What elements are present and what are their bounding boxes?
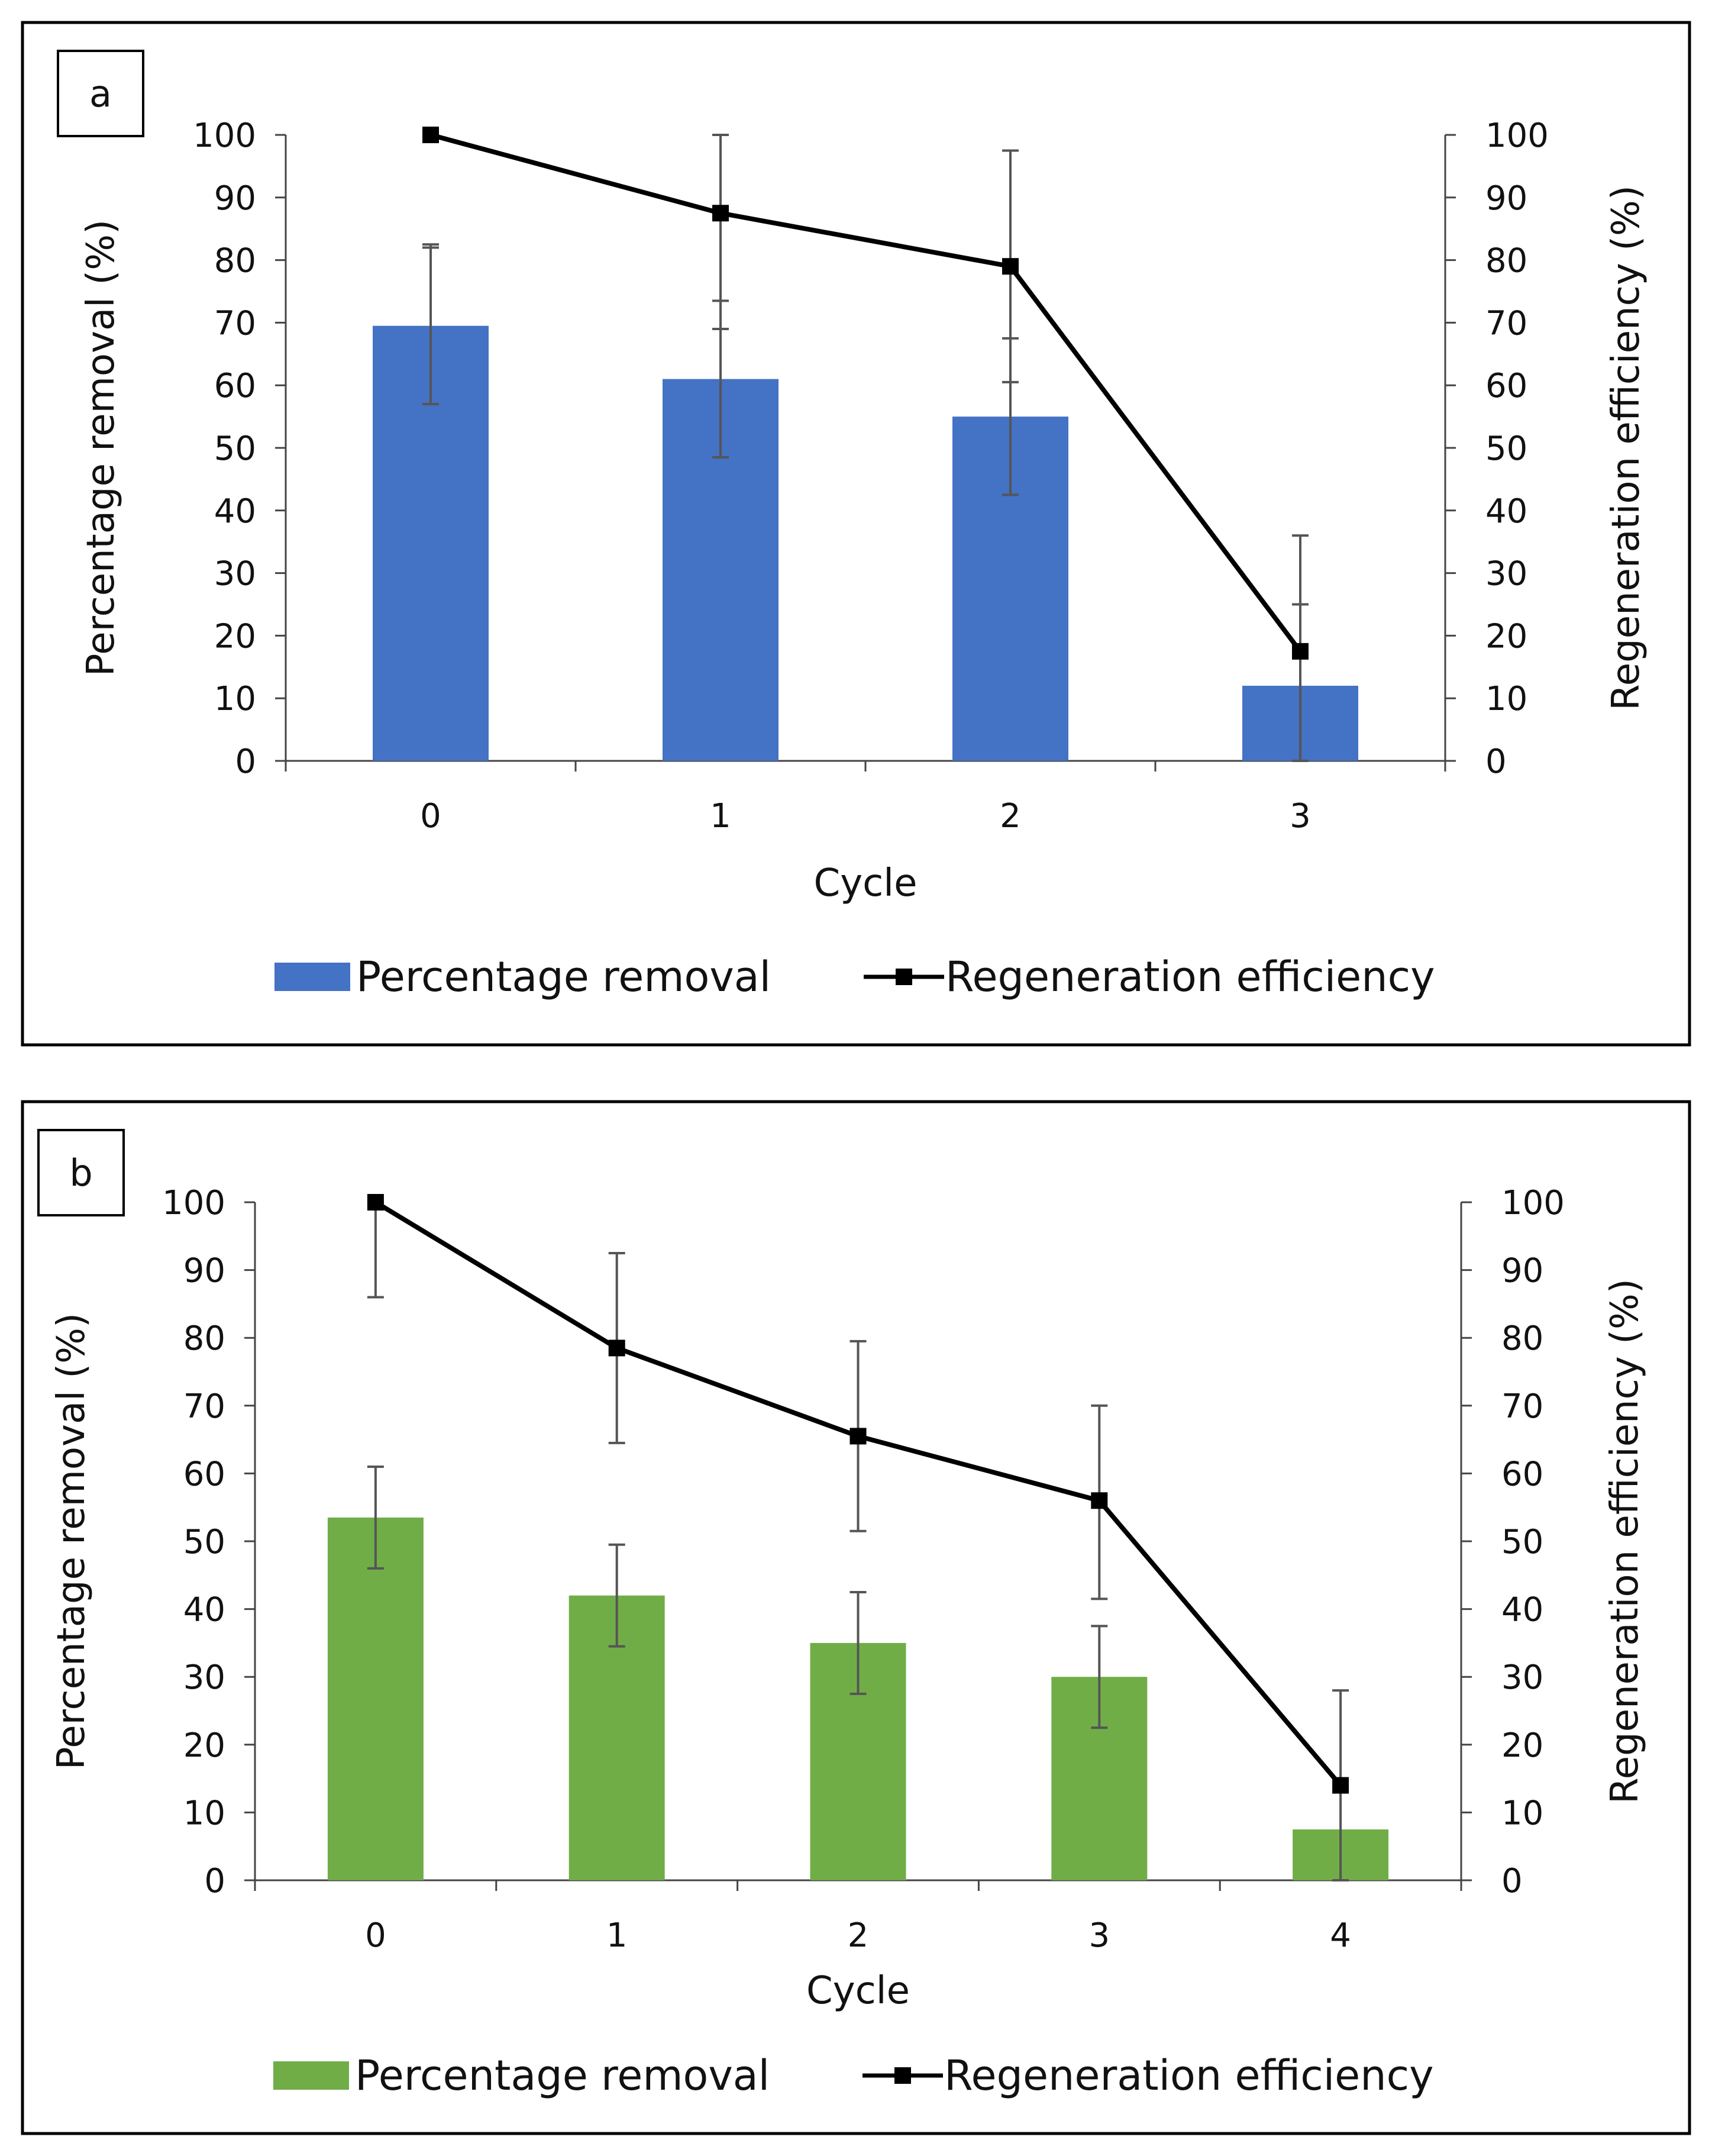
marker-regeneration-efficiency bbox=[1091, 1492, 1108, 1509]
y-tick-label-left: 100 bbox=[193, 117, 256, 155]
x-tick-label: 0 bbox=[365, 1916, 386, 1955]
y-tick-label-right: 100 bbox=[1485, 117, 1549, 155]
legend-label-percentage-removal: Percentage removal bbox=[356, 953, 771, 1001]
x-tick-label: 4 bbox=[1330, 1916, 1351, 1955]
x-tick-label: 1 bbox=[710, 797, 731, 835]
y-tick-label-right: 30 bbox=[1485, 555, 1527, 593]
y-tick-label-left: 30 bbox=[183, 1658, 225, 1697]
y-tick-label-left: 10 bbox=[214, 680, 256, 718]
marker-regeneration-efficiency bbox=[367, 1194, 384, 1211]
y-tick-label-left: 70 bbox=[183, 1387, 225, 1426]
y-tick-label-right: 60 bbox=[1485, 367, 1527, 405]
y-tick-label-right: 50 bbox=[1485, 430, 1527, 468]
y-tick-label-right: 70 bbox=[1501, 1387, 1543, 1426]
legend-label-regeneration-efficiency: Regeneration efficiency bbox=[944, 2051, 1434, 2100]
y-tick-label-right: 80 bbox=[1501, 1319, 1543, 1358]
y-tick-label-right: 50 bbox=[1501, 1523, 1543, 1561]
legend-swatch-percentage-removal bbox=[273, 2061, 349, 2090]
y-tick-label-right: 10 bbox=[1501, 1794, 1543, 1832]
y-tick-label-left: 60 bbox=[214, 367, 256, 405]
panel-label-box bbox=[57, 50, 144, 137]
marker-regeneration-efficiency bbox=[608, 1340, 625, 1357]
y-axis-title-right: Regeneration efficiency (%) bbox=[1604, 185, 1648, 711]
y-tick-label-left: 100 bbox=[162, 1184, 225, 1222]
y-tick-label-left: 0 bbox=[235, 743, 256, 781]
y-tick-label-right: 90 bbox=[1485, 179, 1527, 218]
panel-label: a bbox=[89, 72, 112, 115]
y-tick-label-left: 60 bbox=[183, 1455, 225, 1493]
panel-label: b bbox=[69, 1151, 92, 1195]
y-axis-title-right: Regeneration efficiency (%) bbox=[1603, 1279, 1647, 1804]
marker-regeneration-efficiency bbox=[422, 127, 439, 143]
panel-frame bbox=[21, 21, 1691, 1047]
y-tick-label-left: 40 bbox=[214, 492, 256, 531]
y-tick-label-left: 20 bbox=[214, 617, 256, 656]
y-tick-label-left: 50 bbox=[214, 430, 256, 468]
y-tick-label-left: 40 bbox=[183, 1591, 225, 1629]
line-regeneration-efficiency bbox=[429, 133, 1303, 653]
legend-label-regeneration-efficiency: Regeneration efficiency bbox=[945, 953, 1435, 1001]
x-tick-label: 0 bbox=[420, 797, 441, 835]
x-tick-label: 2 bbox=[848, 1916, 869, 1955]
y-tick-label-right: 40 bbox=[1501, 1591, 1543, 1629]
y-tick-label-left: 30 bbox=[214, 555, 256, 593]
legend-marker-regeneration-efficiency bbox=[894, 2067, 911, 2084]
x-axis-title: Cycle bbox=[806, 1969, 910, 2013]
y-tick-label-right: 20 bbox=[1485, 617, 1527, 656]
legend-label-percentage-removal: Percentage removal bbox=[355, 2051, 770, 2100]
marker-regeneration-efficiency bbox=[1332, 1777, 1349, 1794]
marker-regeneration-efficiency bbox=[1002, 258, 1019, 275]
x-tick-label: 3 bbox=[1088, 1916, 1110, 1955]
y-tick-label-right: 70 bbox=[1485, 304, 1527, 343]
y-tick-label-left: 10 bbox=[183, 1794, 225, 1832]
bar-percentage-removal bbox=[327, 1517, 424, 1880]
y-tick-label-right: 0 bbox=[1485, 743, 1507, 781]
y-tick-label-right: 80 bbox=[1485, 242, 1527, 280]
x-tick-label: 1 bbox=[606, 1916, 628, 1955]
marker-regeneration-efficiency bbox=[849, 1428, 867, 1445]
panel-frame bbox=[21, 1100, 1691, 2135]
x-tick-label: 3 bbox=[1290, 797, 1311, 835]
y-tick-label-left: 20 bbox=[183, 1726, 225, 1765]
panel-label-box bbox=[37, 1129, 125, 1216]
marker-regeneration-efficiency bbox=[1292, 643, 1309, 660]
x-axis-title: Cycle bbox=[814, 861, 918, 905]
legend-marker-regeneration-efficiency bbox=[896, 969, 912, 985]
y-tick-label-right: 100 bbox=[1501, 1184, 1565, 1222]
y-tick-label-right: 20 bbox=[1501, 1726, 1543, 1765]
x-tick-label: 2 bbox=[1000, 797, 1021, 835]
y-tick-label-right: 10 bbox=[1485, 680, 1527, 718]
y-tick-label-right: 60 bbox=[1501, 1455, 1543, 1493]
y-tick-label-left: 90 bbox=[214, 179, 256, 218]
legend-swatch-percentage-removal bbox=[274, 963, 350, 991]
y-tick-label-right: 0 bbox=[1501, 1862, 1523, 1900]
y-tick-label-left: 70 bbox=[214, 304, 256, 343]
marker-regeneration-efficiency bbox=[712, 205, 729, 222]
y-tick-label-right: 40 bbox=[1485, 492, 1527, 531]
y-tick-label-right: 30 bbox=[1501, 1658, 1543, 1697]
y-axis-title-left: Percentage removal (%) bbox=[50, 1313, 93, 1770]
y-tick-label-left: 80 bbox=[183, 1319, 225, 1358]
y-tick-label-left: 90 bbox=[183, 1252, 225, 1290]
y-tick-label-right: 90 bbox=[1501, 1252, 1543, 1290]
y-tick-label-left: 0 bbox=[204, 1862, 225, 1900]
y-tick-label-left: 50 bbox=[183, 1523, 225, 1561]
y-axis-title-left: Percentage removal (%) bbox=[79, 220, 123, 676]
y-tick-label-left: 80 bbox=[214, 242, 256, 280]
